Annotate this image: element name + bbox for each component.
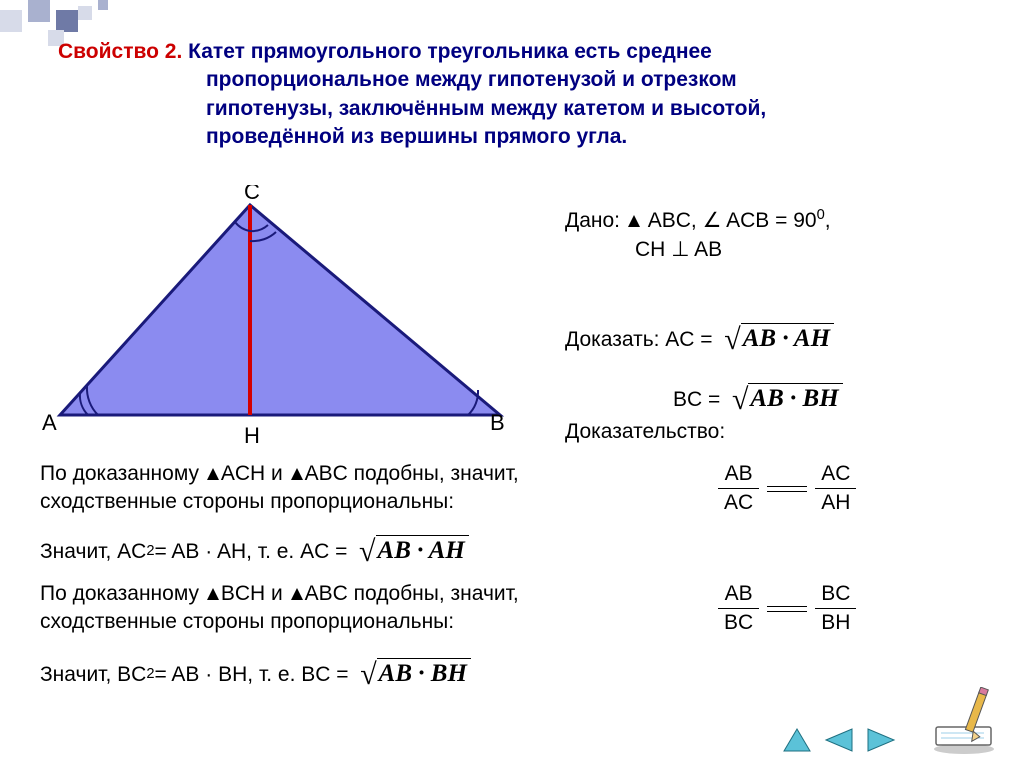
prove-bc-label: BC =	[673, 379, 720, 421]
prove-label: Доказать: AC =	[565, 319, 713, 361]
foot-h-label: H	[244, 423, 260, 448]
perp-icon	[671, 238, 689, 261]
angle-icon	[703, 209, 722, 232]
given-angle: ACB = 90	[726, 209, 816, 232]
proof-result-1: Значит, AC2 = AB · AH, т. е. AC = √AB · …	[40, 532, 469, 573]
proportion-1: ABAC ACAH	[710, 460, 864, 518]
proof-label: Доказательство:	[565, 420, 725, 444]
triangle-icon	[291, 588, 303, 600]
proof-para-2: По доказанному BCH и ABC подобны, значит…	[40, 580, 660, 637]
given-block: Дано: ABC, ACB = 900, CH AB	[565, 205, 831, 265]
property-title: Свойство 2. Катет прямоугольного треугол…	[58, 38, 958, 151]
nav-prev-button[interactable]	[821, 725, 857, 755]
notepad-pencil-icon	[924, 687, 1004, 757]
triangle-icon	[207, 588, 219, 600]
proof-result-2: Значит, BC2 = AB · BH, т. е. BC = √AB · …	[40, 655, 471, 696]
title-line2: пропорциональное между гипотенузой и отр…	[206, 68, 737, 91]
title-line3: гипотенузы, заключённым между катетом и …	[206, 97, 766, 120]
prove-sqrt-bc: AB · BH	[748, 383, 842, 412]
proportion-2: ABBC BCBH	[710, 580, 864, 638]
triangle-icon	[291, 468, 303, 480]
title-line4: проведённой из вершины прямого угла.	[206, 125, 627, 148]
nav-next-button[interactable]	[863, 725, 899, 755]
nav-up-button[interactable]	[779, 725, 815, 755]
prove-sqrt-ac: AB · AH	[741, 323, 834, 352]
given-ch: CH	[635, 238, 665, 261]
title-line1: Катет прямоугольного треугольника есть с…	[188, 40, 712, 63]
triangle-icon	[628, 215, 640, 227]
vertex-b-label: B	[490, 410, 505, 435]
property-number: Свойство 2.	[58, 40, 182, 63]
nav-arrows	[779, 725, 899, 755]
given-tri: ABC,	[648, 209, 697, 232]
triangle-figure: A B C H	[40, 185, 540, 455]
vertex-a-label: A	[42, 410, 57, 435]
vertex-c-label: C	[244, 185, 260, 204]
prove-block: Доказать: AC = √AB · AH BC = √AB · BH	[565, 310, 843, 430]
triangle-icon	[207, 468, 219, 480]
given-label: Дано:	[565, 209, 620, 232]
given-ab: AB	[694, 238, 722, 261]
proof-para-1: По доказанному ACH и ABC подобны, значит…	[40, 460, 660, 517]
